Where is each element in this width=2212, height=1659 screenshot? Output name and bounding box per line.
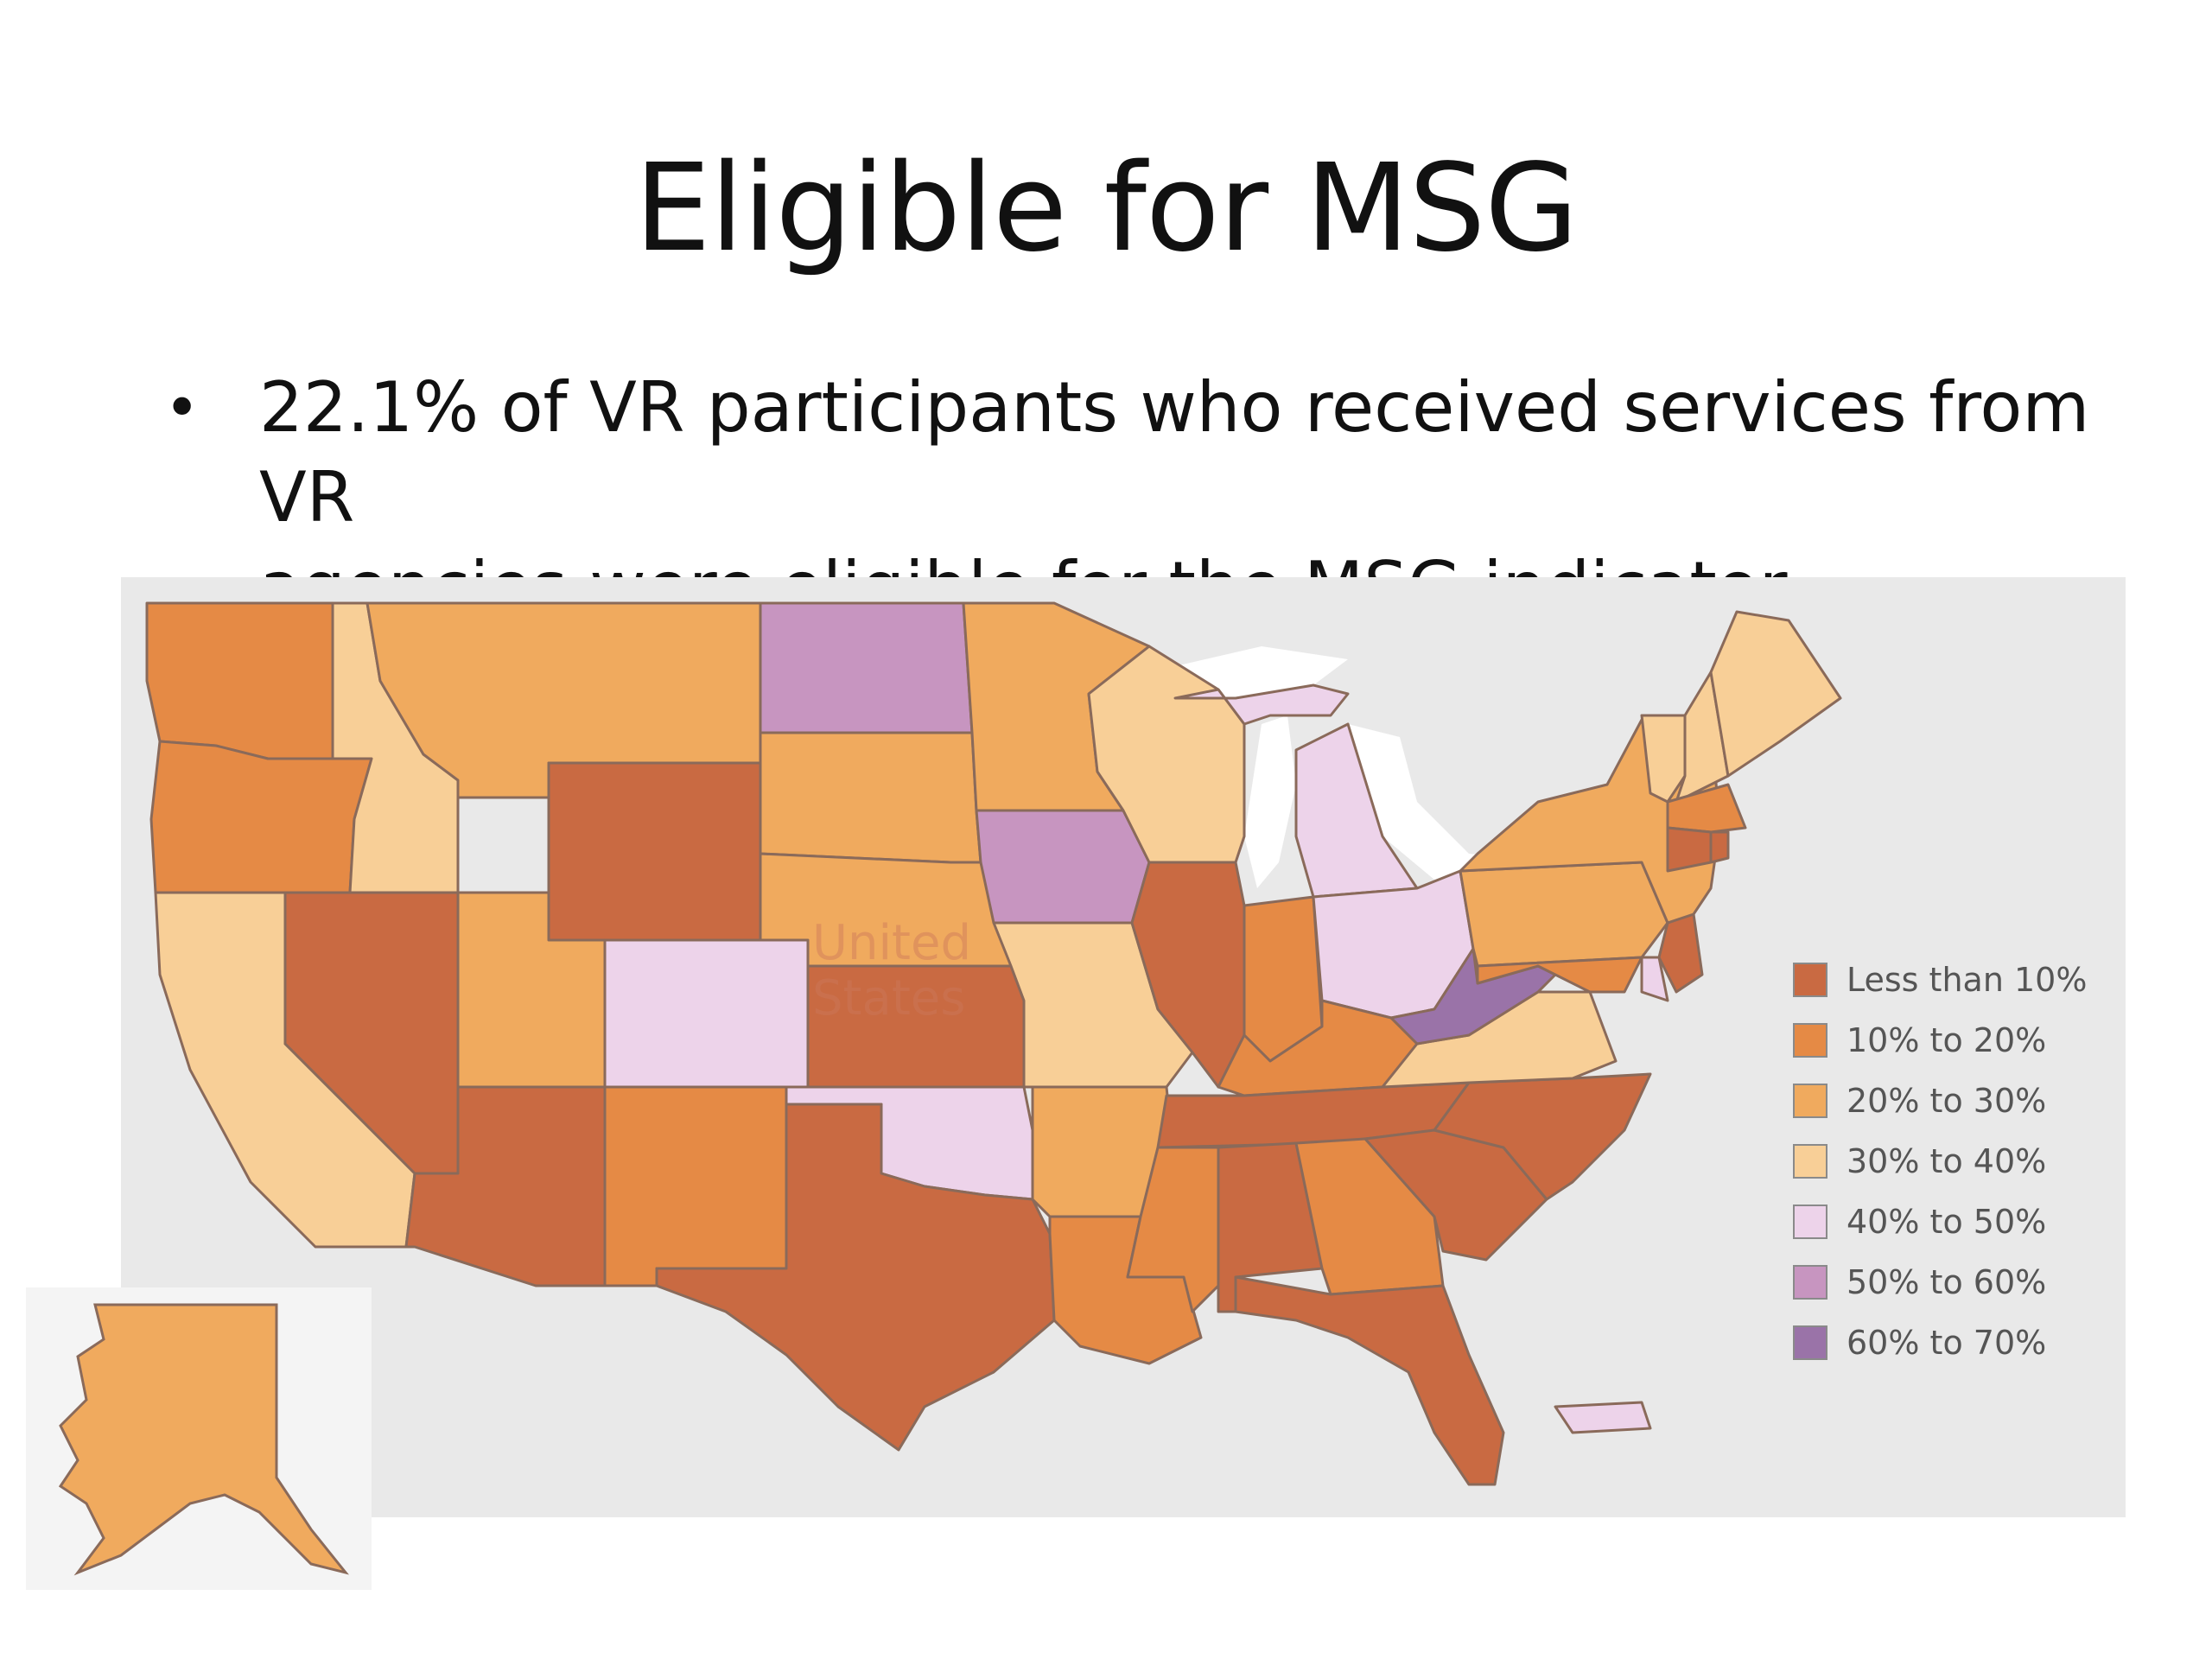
legend-item-40-to-50[interactable]: 40% to 50% [1793, 1201, 2121, 1243]
legend-label: 10% to 20% [1847, 1021, 2047, 1059]
choropleth-map[interactable] [121, 577, 2126, 1517]
legend-label: 20% to 30% [1847, 1082, 2047, 1120]
state-florida[interactable] [1234, 1275, 1505, 1486]
legend-label: 50% to 60% [1847, 1263, 2047, 1301]
map-legend: Less than 10% 10% to 20% 20% to 30% 30% … [1793, 959, 2121, 1374]
lake-michigan [1244, 715, 1296, 888]
state-pennsylvania[interactable] [1459, 861, 1669, 968]
legend-label: 30% to 40% [1847, 1142, 2047, 1180]
legend-item-60-to-70[interactable]: 60% to 70% [1793, 1322, 2121, 1363]
state-wyoming[interactable] [547, 761, 762, 942]
legend-swatch [1793, 963, 1827, 997]
alaska-inset [26, 1287, 372, 1590]
state-south-dakota[interactable] [759, 731, 982, 864]
legend-swatch [1793, 1205, 1827, 1239]
lake-huron-erie [1348, 724, 1555, 888]
legend-label: 60% to 70% [1847, 1324, 2047, 1362]
state-vermont[interactable] [1640, 714, 1687, 804]
legend-swatch [1793, 1325, 1827, 1360]
state-washington[interactable] [145, 601, 334, 760]
state-iowa[interactable] [975, 809, 1151, 925]
bullet-line-1: 22.1% of VR participants who received se… [259, 367, 2090, 537]
legend-swatch [1793, 1023, 1827, 1058]
country-label-line-2: States [812, 970, 966, 1027]
state-wisconsin[interactable] [1087, 645, 1246, 864]
state-connecticut[interactable] [1666, 826, 1713, 873]
state-maine[interactable] [1709, 610, 1842, 778]
state-new-mexico[interactable] [603, 1085, 788, 1287]
legend-swatch [1793, 1265, 1827, 1300]
state-alaska[interactable] [58, 1303, 349, 1576]
state-colorado[interactable] [603, 938, 810, 1089]
legend-label: Less than 10% [1847, 961, 2088, 999]
country-label-line-1: United [812, 915, 971, 971]
legend-item-less-than-10[interactable]: Less than 10% [1793, 959, 2121, 1001]
alaska-svg [26, 1287, 372, 1590]
legend-item-10-to-20[interactable]: 10% to 20% [1793, 1020, 2121, 1061]
legend-label: 40% to 50% [1847, 1203, 2047, 1241]
legend-item-50-to-60[interactable]: 50% to 60% [1793, 1262, 2121, 1303]
us-map-svg [145, 601, 1842, 1486]
state-massachusetts[interactable] [1666, 783, 1747, 834]
bullet-dot: • [164, 372, 200, 443]
legend-item-20-to-30[interactable]: 20% to 30% [1793, 1080, 2121, 1122]
territory-puerto-rico[interactable] [1554, 1401, 1652, 1434]
slide-title: Eligible for MSG [634, 138, 1579, 279]
state-north-dakota[interactable] [759, 601, 974, 734]
state-oregon[interactable] [149, 740, 373, 894]
state-rhode-island[interactable] [1709, 830, 1730, 864]
legend-swatch [1793, 1144, 1827, 1179]
legend-swatch [1793, 1084, 1827, 1118]
country-label: United States [812, 916, 971, 1027]
state-texas[interactable] [655, 1103, 1056, 1452]
legend-item-30-to-40[interactable]: 30% to 40% [1793, 1141, 2121, 1182]
state-delaware[interactable] [1640, 956, 1669, 1002]
